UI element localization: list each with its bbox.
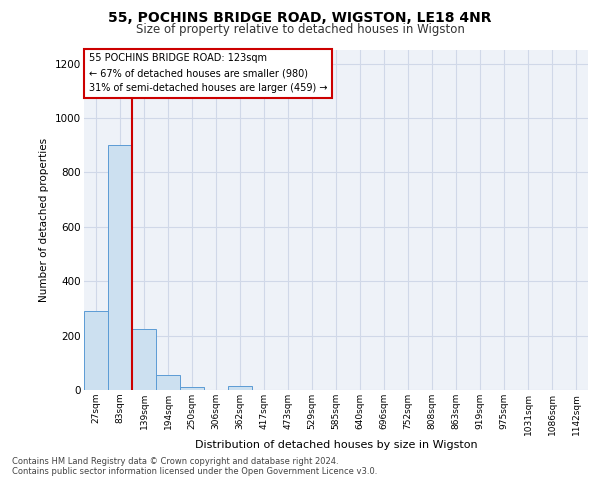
Text: 55 POCHINS BRIDGE ROAD: 123sqm
← 67% of detached houses are smaller (980)
31% of: 55 POCHINS BRIDGE ROAD: 123sqm ← 67% of … [89,54,328,93]
Text: 55, POCHINS BRIDGE ROAD, WIGSTON, LE18 4NR: 55, POCHINS BRIDGE ROAD, WIGSTON, LE18 4… [108,11,492,25]
Text: Contains public sector information licensed under the Open Government Licence v3: Contains public sector information licen… [12,468,377,476]
Bar [84,311,108,390]
Bar [108,145,132,390]
Bar [180,388,204,390]
X-axis label: Distribution of detached houses by size in Wigston: Distribution of detached houses by size … [194,440,478,450]
Y-axis label: Number of detached properties: Number of detached properties [40,138,49,302]
Bar [228,386,252,390]
Bar [156,375,180,390]
Bar [132,329,156,390]
Text: Size of property relative to detached houses in Wigston: Size of property relative to detached ho… [136,22,464,36]
Text: Contains HM Land Registry data © Crown copyright and database right 2024.: Contains HM Land Registry data © Crown c… [12,458,338,466]
